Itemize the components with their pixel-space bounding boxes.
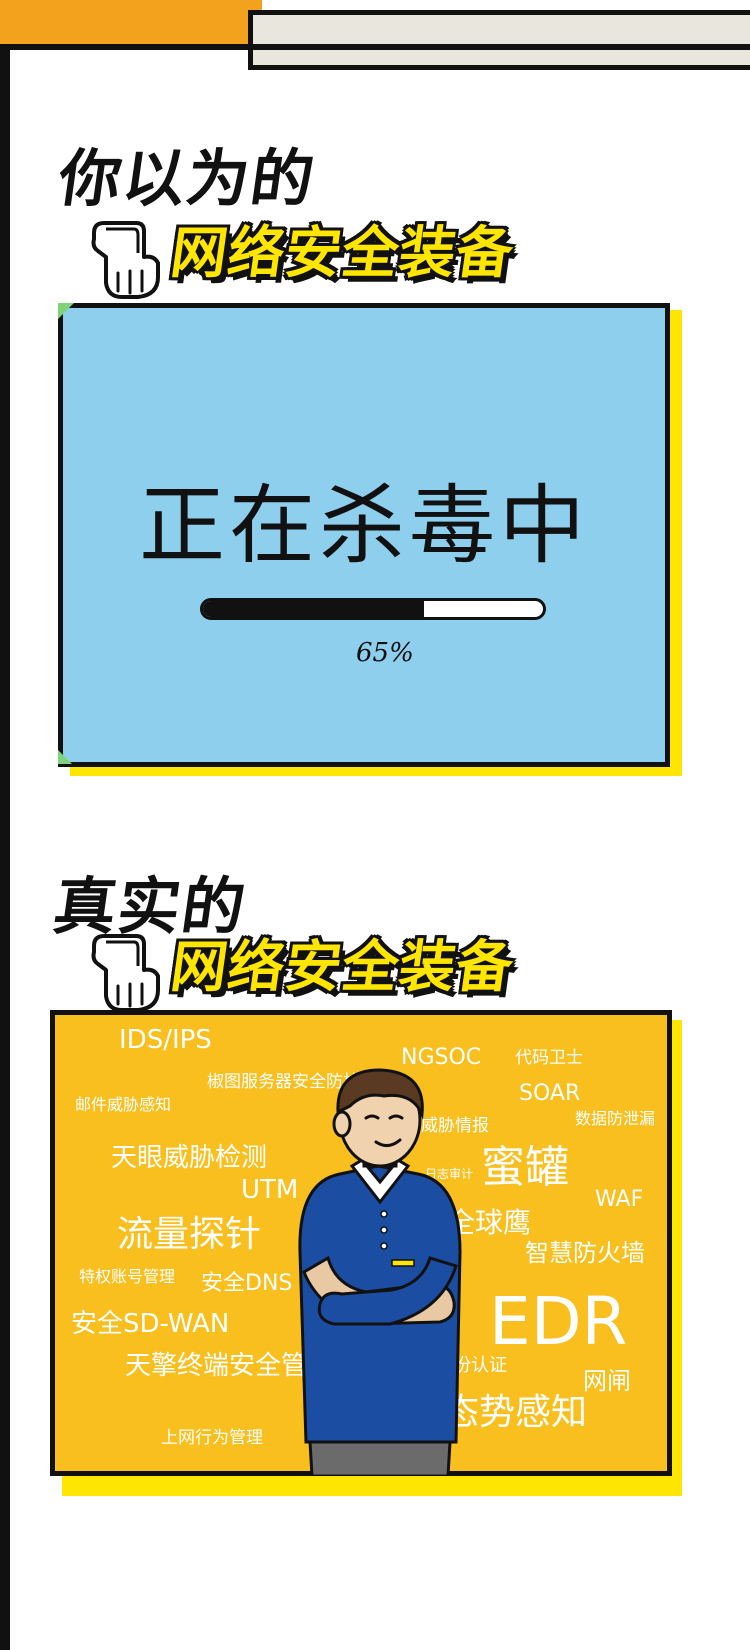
panel-corner xyxy=(58,750,72,764)
word-item: 网闸 xyxy=(583,1367,631,1395)
progress-fill xyxy=(203,601,424,617)
word-item: 全球鹰 xyxy=(447,1206,532,1239)
word-item: 特权账号管理 xyxy=(79,1267,176,1286)
word-item: EDR xyxy=(489,1283,628,1360)
progress-label: 65% xyxy=(356,638,414,668)
word-item: 上网行为管理 xyxy=(161,1428,263,1448)
progress-bar xyxy=(200,598,546,620)
top-orange-bar xyxy=(0,0,262,50)
word-item: WAF xyxy=(595,1187,644,1212)
word-item: 椒图服务器安全防护 xyxy=(207,1072,360,1092)
equipment-word-cloud: IDS/IPS NGSOC 代码卫士 椒图服务器安全防护 邮件威胁感知 SOAR… xyxy=(50,1010,672,1476)
word-item: 天擎终端安全管理 xyxy=(125,1351,334,1381)
equipment-title-2: 网络安全装备 xyxy=(166,935,518,1000)
equipment-title-1: 网络安全装备 xyxy=(166,221,518,286)
word-item: 智慧防火墙 xyxy=(525,1239,645,1267)
word-item: UTM xyxy=(241,1175,299,1205)
word-item: IDS/IPS xyxy=(119,1025,212,1055)
status-text: 正在杀毒中 xyxy=(139,476,589,576)
pointing-hand-icon xyxy=(91,221,160,299)
scanning-panel xyxy=(58,303,670,767)
word-item: 邮件威胁感知 xyxy=(75,1095,172,1114)
word-item: 天眼威胁检测 xyxy=(111,1143,268,1173)
panel-corner xyxy=(58,303,74,319)
word-item: 蜜罐 xyxy=(481,1142,569,1193)
word-item: 安全SD-WAN xyxy=(71,1309,230,1339)
word-item: 日志审计 xyxy=(425,1167,474,1181)
pointing-hand-icon xyxy=(91,934,160,1012)
word-item: 流量探针 xyxy=(117,1214,262,1255)
top-frame xyxy=(248,10,750,70)
left-rail xyxy=(0,50,10,1650)
word-item: 安全DNS xyxy=(201,1271,293,1296)
word-item: SOAR xyxy=(519,1081,581,1106)
person-illustration xyxy=(298,1068,462,1476)
word-item: 态势感知 xyxy=(443,1392,588,1433)
word-item: NGSOC xyxy=(401,1045,482,1070)
heading-you-think: 你以为的 xyxy=(54,142,321,215)
word-item: 威胁情报 xyxy=(421,1116,489,1136)
word-item: 代码卫士 xyxy=(515,1048,583,1068)
word-item: 数据防泄漏 xyxy=(575,1109,656,1128)
top-divider xyxy=(0,44,750,50)
